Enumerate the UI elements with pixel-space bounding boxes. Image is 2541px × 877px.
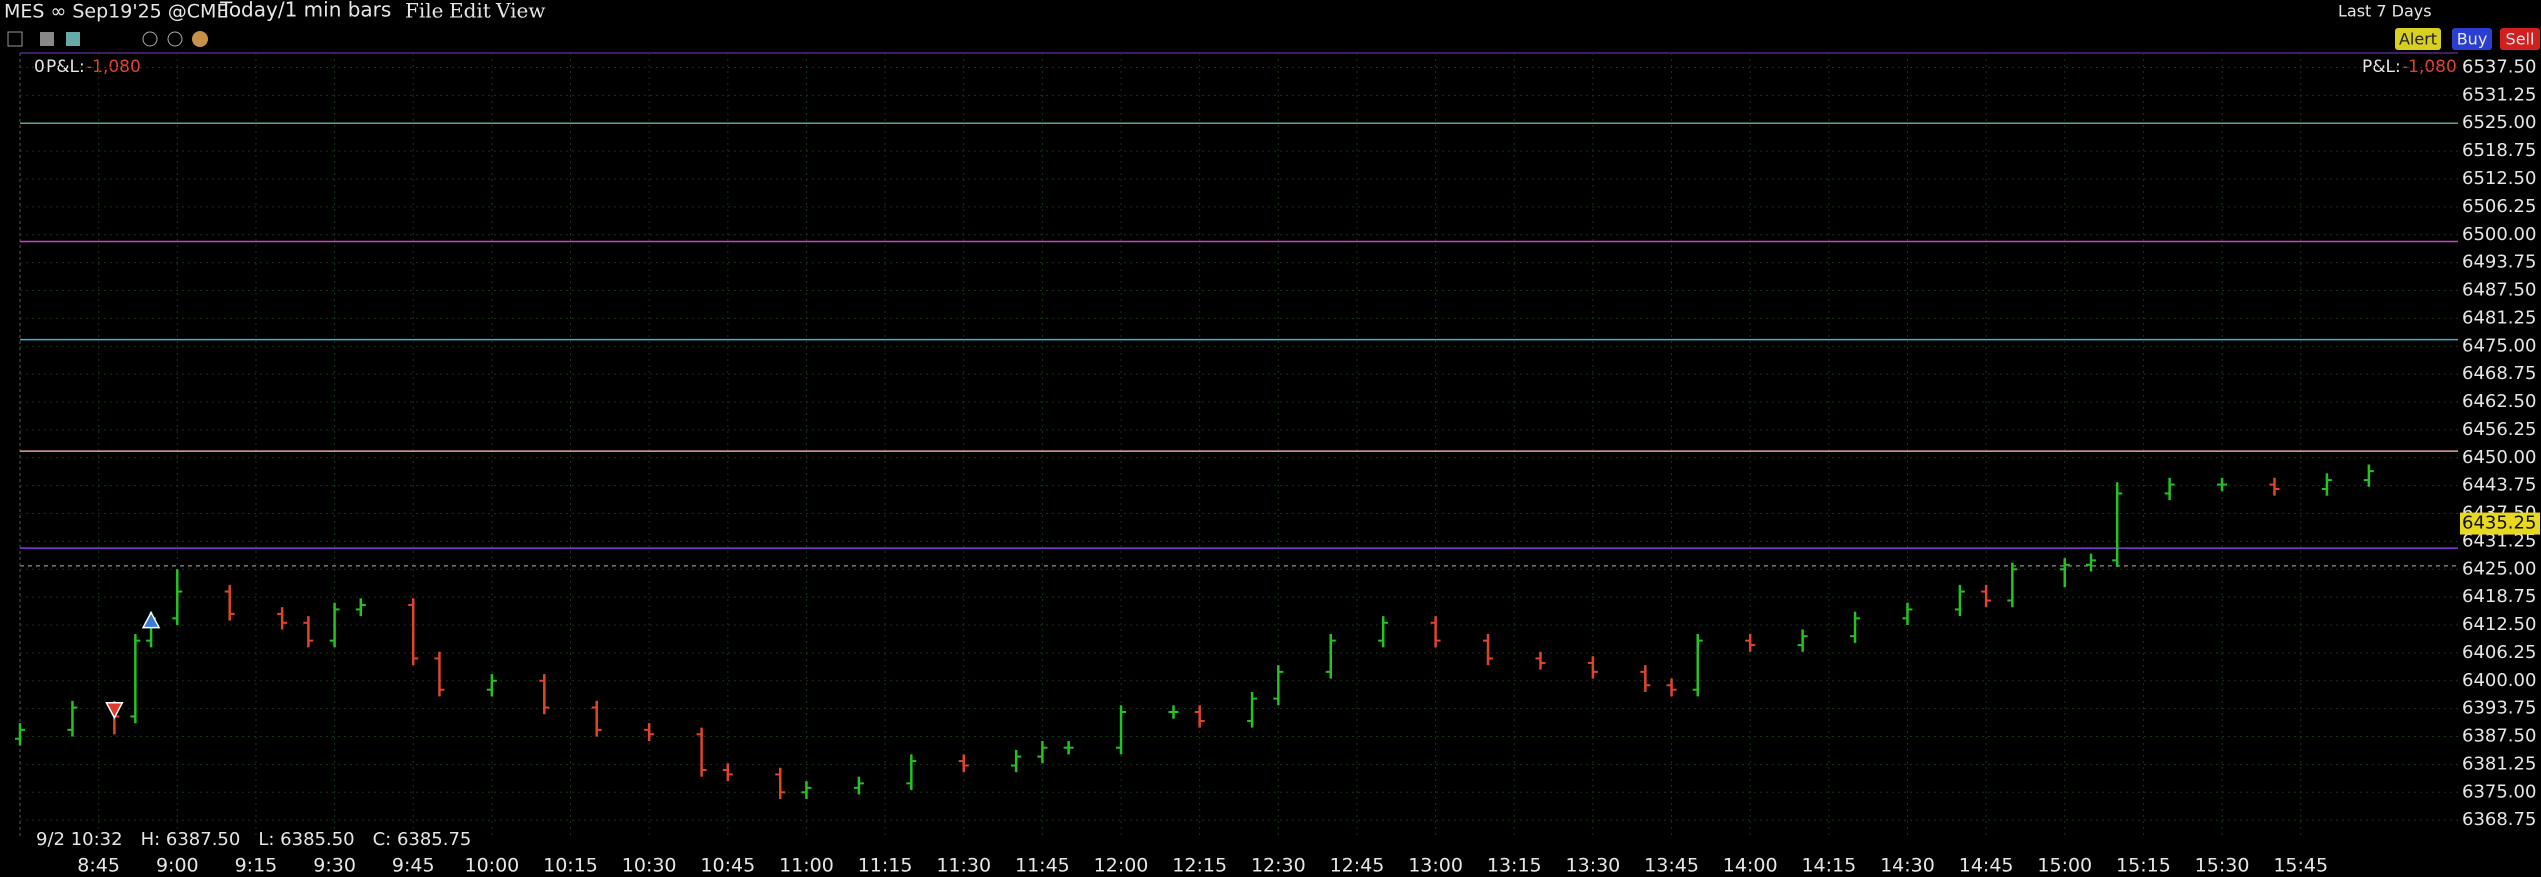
y-tick-label: 6468.75 — [2462, 363, 2536, 384]
period-selector[interactable]: Today/1 min bars — [219, 0, 391, 22]
x-tick-label: 10:00 — [464, 855, 519, 877]
y-tick-label: 6531.25 — [2462, 84, 2536, 105]
x-tick-label: 13:15 — [1487, 855, 1542, 877]
x-tick-label: 11:45 — [1015, 855, 1070, 877]
y-tick-label: 6493.75 — [2462, 252, 2536, 273]
y-tick-label: 6387.50 — [2462, 726, 2536, 747]
y-tick-label: 6475.00 — [2462, 335, 2536, 356]
menu-edit[interactable]: Edit — [449, 0, 491, 23]
y-tick-label: 6500.00 — [2462, 224, 2536, 245]
y-tick-label: 6443.75 — [2462, 475, 2536, 496]
buy-label[interactable]: Buy — [2457, 30, 2488, 49]
x-tick-label: 9:15 — [235, 855, 278, 877]
pnl-value: -1,080 — [86, 57, 141, 77]
range-selector[interactable]: Last 7 Days — [2338, 2, 2432, 21]
tool-icons — [7, 31, 208, 47]
y-tick-label: 6368.75 — [2462, 809, 2536, 830]
x-tick-label: 13:45 — [1644, 855, 1699, 877]
x-tick-label: 15:30 — [2195, 855, 2250, 877]
x-tick-label: 12:00 — [1094, 855, 1149, 877]
trade-marker — [105, 702, 124, 720]
sell-label[interactable]: Sell — [2506, 30, 2535, 49]
y-tick-label: 6487.50 — [2462, 280, 2536, 301]
x-tick-label: 14:15 — [1801, 855, 1856, 877]
bar-info: L: 6385.50 — [258, 829, 354, 850]
y-tick-label: 6431.25 — [2462, 530, 2536, 551]
x-tick-label: 10:30 — [622, 855, 677, 877]
y-tick-label: 6400.00 — [2462, 670, 2536, 691]
x-tick-label: 11:30 — [936, 855, 991, 877]
x-tick-label: 14:30 — [1880, 855, 1935, 877]
y-tick-label: 6425.00 — [2462, 558, 2536, 579]
x-tick-label: 15:45 — [2273, 855, 2328, 877]
y-tick-label: 6512.50 — [2462, 168, 2536, 189]
y-tick-label: 6381.25 — [2462, 753, 2536, 774]
buy-button[interactable] — [2452, 28, 2492, 50]
x-tick-label: 8:45 — [77, 855, 120, 877]
x-tick-label: 9:30 — [313, 855, 356, 877]
bar-info: H: 6387.50 — [141, 829, 241, 850]
pnl-label-right: P&L: — [2362, 57, 2401, 77]
y-tick-label: 6537.50 — [2462, 56, 2536, 77]
x-tick-label: 12:30 — [1251, 855, 1306, 877]
y-tick-label: 6412.50 — [2462, 614, 2536, 635]
pnl-label: P&L: — [46, 57, 85, 77]
bar-info: 9/2 10:32 — [36, 829, 123, 850]
last-price-label: 6435.25 — [2462, 513, 2536, 534]
bar-info: C: 6385.75 — [373, 829, 472, 850]
alert-button[interactable] — [2395, 28, 2441, 50]
y-tick-label: 6506.25 — [2462, 196, 2536, 217]
x-tick-label: 10:45 — [700, 855, 755, 877]
y-tick-label: 6456.25 — [2462, 419, 2536, 440]
x-tick-label: 9:45 — [392, 855, 435, 877]
x-tick-label: 9:00 — [156, 855, 199, 877]
x-tick-label: 11:00 — [779, 855, 834, 877]
y-tick-label: 6375.00 — [2462, 781, 2536, 802]
y-tick-label: 6393.75 — [2462, 698, 2536, 719]
menu-view[interactable]: View — [495, 0, 545, 23]
trade-marker — [141, 610, 161, 629]
y-tick-label: 6481.25 — [2462, 307, 2536, 328]
y-tick-label: 6450.00 — [2462, 447, 2536, 468]
y-tick-label: 6518.75 — [2462, 140, 2536, 161]
last-price-box — [2460, 512, 2540, 535]
x-tick-label: 12:15 — [1172, 855, 1227, 877]
y-tick-label: 6525.00 — [2462, 112, 2536, 133]
menu-file[interactable]: File — [405, 0, 444, 23]
instrument[interactable]: MES ∞ Sep19'25 @CME — [4, 1, 228, 23]
x-tick-label: 14:00 — [1723, 855, 1778, 877]
pnl-value-right: -1,080 — [2402, 57, 2457, 77]
x-tick-label: 13:30 — [1566, 855, 1621, 877]
y-tick-label: 6418.75 — [2462, 586, 2536, 607]
x-tick-label: 15:00 — [2037, 855, 2092, 877]
x-tick-label: 12:45 — [1330, 855, 1385, 877]
x-tick-label: 13:00 — [1408, 855, 1463, 877]
x-tick-label: 14:45 — [1959, 855, 2014, 877]
y-tick-label: 6406.25 — [2462, 642, 2536, 663]
alert-label[interactable]: Alert — [2399, 30, 2437, 49]
x-tick-label: 10:15 — [543, 855, 598, 877]
sell-button[interactable] — [2500, 28, 2540, 50]
x-tick-label: 15:15 — [2116, 855, 2171, 877]
y-tick-label: 6462.50 — [2462, 391, 2536, 412]
x-tick-label: 11:15 — [858, 855, 913, 877]
